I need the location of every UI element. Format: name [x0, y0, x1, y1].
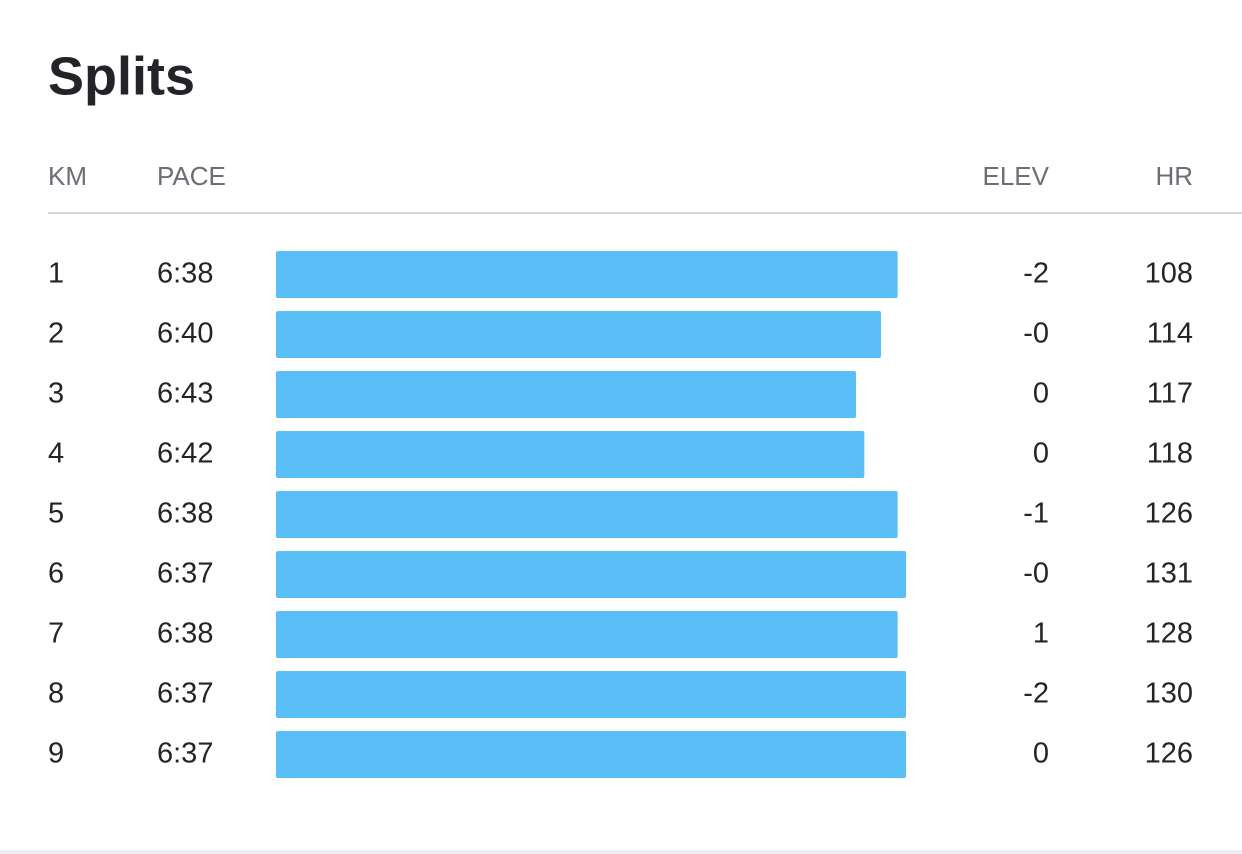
hr: 128: [1145, 618, 1193, 650]
elev: 1: [1033, 618, 1049, 650]
km: 9: [48, 738, 64, 770]
header-elev: ELEV: [983, 161, 1050, 191]
pace: 6:37: [157, 558, 213, 590]
pace-bar: [276, 251, 898, 298]
pace: 6:37: [157, 738, 213, 770]
header-pace: PACE: [157, 161, 226, 191]
elev: -2: [1023, 678, 1049, 710]
pace: 6:38: [157, 618, 213, 650]
elev: 0: [1033, 738, 1049, 770]
hr: 130: [1145, 678, 1193, 710]
elev: -2: [1023, 258, 1049, 290]
km: 8: [48, 678, 64, 710]
pace-bar: [276, 311, 881, 358]
hr: 117: [1147, 378, 1193, 410]
pace: 6:43: [157, 378, 213, 410]
hr: 114: [1147, 318, 1193, 350]
elev: -0: [1023, 318, 1049, 350]
pace-bar: [276, 371, 856, 418]
pace-bar: [276, 431, 865, 478]
title: Splits: [48, 46, 195, 106]
pace-bar: [276, 491, 898, 538]
pace-bar: [276, 551, 906, 598]
bottom-divider: [0, 850, 1242, 854]
hr: 118: [1147, 438, 1193, 470]
elev: -0: [1023, 558, 1049, 590]
header-km: KM: [48, 161, 87, 191]
km: 6: [48, 558, 64, 590]
km: 2: [48, 318, 64, 350]
km: 1: [48, 258, 64, 290]
elev: 0: [1033, 438, 1049, 470]
pace-bar: [276, 671, 906, 718]
pace-bar: [276, 731, 906, 778]
km: 7: [48, 618, 64, 650]
pace: 6:38: [157, 258, 213, 290]
km: 4: [48, 438, 64, 470]
pace: 6:40: [157, 318, 213, 350]
header-divider: [48, 212, 1242, 214]
pace: 6:42: [157, 438, 213, 470]
km: 3: [48, 378, 64, 410]
pace: 6:38: [157, 498, 213, 530]
hr: 108: [1145, 258, 1193, 290]
elev: -1: [1023, 498, 1049, 530]
hr: 131: [1145, 558, 1193, 590]
hr: 126: [1145, 738, 1193, 770]
elev: 0: [1033, 378, 1049, 410]
pace: 6:37: [157, 678, 213, 710]
header-hr: HR: [1155, 161, 1193, 191]
pace-bar: [276, 611, 898, 658]
hr: 126: [1145, 498, 1193, 530]
km: 5: [48, 498, 64, 530]
